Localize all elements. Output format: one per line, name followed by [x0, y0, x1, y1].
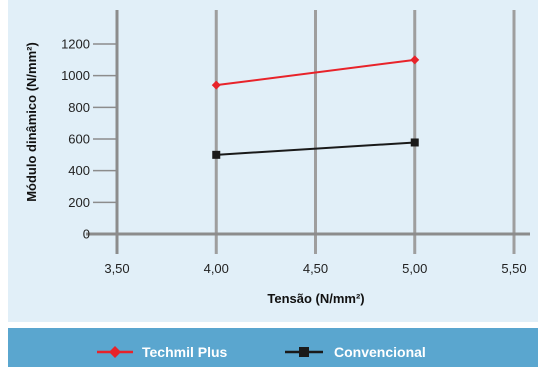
- legend-marker: [299, 347, 309, 357]
- y-tick-label: 400: [68, 163, 90, 178]
- legend-marker: [109, 346, 121, 358]
- legend-entry: Convencional: [285, 344, 426, 360]
- series-layer: [211, 55, 420, 159]
- legend-label: Convencional: [334, 344, 426, 360]
- x-tick-label: 5,50: [501, 261, 526, 276]
- plot-panel: [8, 0, 538, 322]
- data-point: [410, 138, 419, 147]
- y-tick-label: 800: [68, 100, 90, 115]
- series-convencional: [212, 138, 419, 159]
- x-axis-title: Tensão (N/mm²): [267, 291, 364, 306]
- x-tick-label: 4,50: [303, 261, 328, 276]
- data-point: [212, 150, 221, 159]
- series-line: [216, 58, 415, 87]
- axes: [86, 10, 530, 254]
- tick-labels: 0 200 400 600 800 1000 1200 3,50 4,00 4,50 5,00 5,5…: [61, 37, 527, 277]
- series-line: [216, 141, 415, 156]
- y-tick-label: 0: [83, 227, 90, 242]
- legend-bar: [8, 328, 538, 367]
- x-tick-label: 5,00: [402, 261, 427, 276]
- x-tick-label: 4,00: [204, 261, 229, 276]
- y-tick-label: 600: [68, 132, 90, 147]
- y-tick-label: 1000: [61, 68, 90, 83]
- data-point: [211, 80, 221, 90]
- legend-label: Techmil Plus: [142, 344, 228, 360]
- series-techmil-plus: [211, 55, 420, 90]
- legend-entry: Techmil Plus: [97, 344, 228, 360]
- legend: Techmil Plus Convencional: [97, 344, 426, 360]
- y-axis-title: Módulo dinâmico (N/mm²): [24, 42, 39, 202]
- y-tick-label: 200: [68, 195, 90, 210]
- y-tick-label: 1200: [61, 37, 90, 52]
- x-tick-label: 3,50: [104, 261, 129, 276]
- data-point: [410, 55, 420, 65]
- grid-lines: [214, 10, 516, 254]
